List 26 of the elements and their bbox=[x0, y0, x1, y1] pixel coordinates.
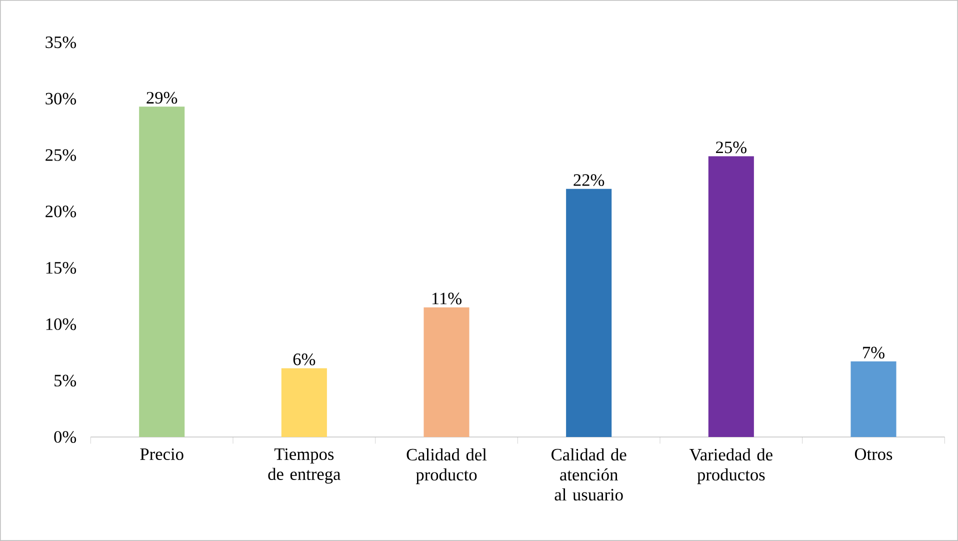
x-tick-label: Calidad de atención al usuario bbox=[552, 448, 626, 501]
bar bbox=[566, 188, 612, 437]
x-tick-label: Precio bbox=[140, 448, 184, 460]
y-tick-label: 0% bbox=[54, 431, 76, 443]
bar bbox=[708, 156, 754, 437]
x-tick-label: Tiempos de entrega bbox=[268, 448, 341, 484]
data-label: 25% bbox=[716, 142, 746, 154]
y-tick-label: 10% bbox=[46, 318, 76, 330]
y-tick-label: 15% bbox=[46, 262, 76, 274]
data-label: 11% bbox=[432, 292, 462, 304]
x-tick-label: Variedad de productos bbox=[689, 448, 772, 484]
x-tick-label: Otros bbox=[854, 448, 892, 460]
data-label: 6% bbox=[293, 354, 316, 366]
data-label: 7% bbox=[863, 346, 884, 359]
data-label: 29% bbox=[146, 92, 178, 104]
bar bbox=[424, 307, 470, 437]
y-tick-label: 35% bbox=[46, 36, 76, 48]
y-tick-label: 30% bbox=[46, 92, 76, 105]
y-tick-label: 5% bbox=[54, 374, 76, 386]
bar bbox=[850, 361, 896, 437]
data-label: 22% bbox=[574, 174, 604, 186]
y-tick-label: 25% bbox=[46, 149, 76, 161]
x-tick-label: Calidad del producto bbox=[406, 448, 487, 484]
bar bbox=[281, 368, 327, 437]
y-tick-label: 20% bbox=[46, 206, 76, 218]
bar bbox=[139, 106, 185, 437]
